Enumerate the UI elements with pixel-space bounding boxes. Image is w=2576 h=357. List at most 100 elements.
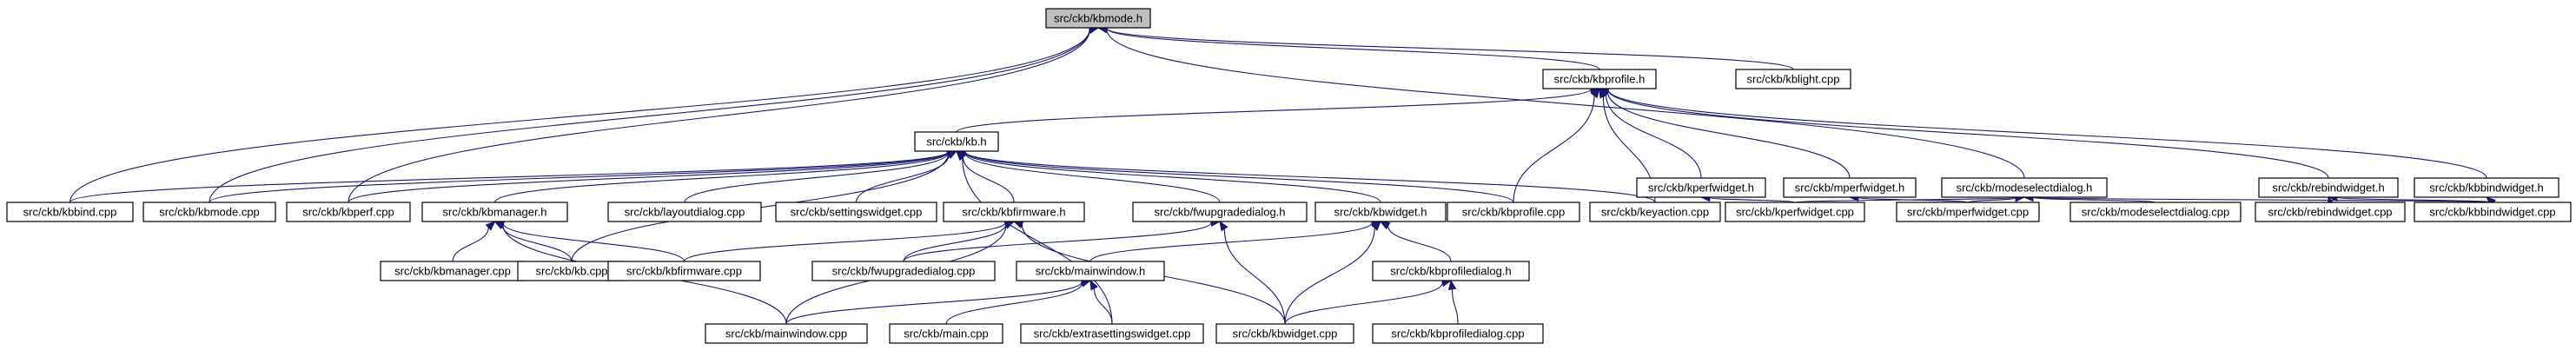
node-kbprofile-h[interactable]: src/ckb/kbprofile.h <box>1542 69 1657 89</box>
node-label: src/ckb/settingswidget.cpp <box>791 206 923 219</box>
node-kbmanager-h[interactable]: src/ckb/kbmanager.h <box>421 202 568 222</box>
node-box <box>1589 202 1721 222</box>
node-box <box>1016 261 1165 281</box>
node-kbmanager-cpp[interactable]: src/ckb/kbmanager.cpp <box>380 261 526 281</box>
node-mperfwidget-h[interactable]: src/ckb/mperfwidget.h <box>1783 177 1917 198</box>
node-box <box>889 323 1003 344</box>
node-kblight-cpp[interactable]: src/ckb/kblight.cpp <box>1735 69 1851 89</box>
node-label: src/ckb/kb.cpp <box>535 265 607 278</box>
node-label: src/ckb/kblight.cpp <box>1747 73 1840 86</box>
edge-kbwidget_h-to-mainwindow_h <box>1089 218 1382 262</box>
node-label: src/ckb/kbperf.cpp <box>302 206 394 219</box>
node-box <box>142 202 276 222</box>
node-box <box>2414 202 2572 222</box>
node-box <box>286 202 411 222</box>
node-label: src/ckb/rebindwidget.h <box>2272 182 2384 195</box>
edge-kb_h-to-kbwidget_h <box>955 148 1381 203</box>
node-label: src/ckb/modeselectdialog.h <box>1957 182 2093 195</box>
node-fwupgradedialog-cpp[interactable]: src/ckb/fwupgradedialog.cpp <box>811 261 996 281</box>
node-box <box>1636 177 1766 198</box>
nodes-layer: src/ckb/kbmode.h src/ckb/kbprofile.h src/c… <box>6 8 2572 344</box>
edge-kbprofile_h-to-kb_h <box>956 84 1601 133</box>
node-label: src/ckb/keyaction.cpp <box>1601 206 1709 219</box>
edges-layer <box>69 23 2497 325</box>
node-label: src/ckb/kbwidget.cpp <box>1233 327 1338 340</box>
node-kbperf-cpp[interactable]: src/ckb/kbperf.cpp <box>286 202 411 222</box>
node-box <box>1896 202 2040 222</box>
node-label: src/ckb/mainwindow.cpp <box>725 327 847 340</box>
edge-mainwindow_h-to-mainwindow_cpp <box>785 277 1092 325</box>
node-extrasettingswidget-cpp[interactable]: src/ckb/extrasettingswidget.cpp <box>1020 323 1204 344</box>
node-mainwindow-h[interactable]: src/ckb/mainwindow.h <box>1016 261 1165 281</box>
node-label: src/ckb/kbprofile.h <box>1554 73 1646 86</box>
node-modeselectdialog-h[interactable]: src/ckb/modeselectdialog.h <box>1941 177 2108 198</box>
edge-kb_h-to-keyaction_cpp <box>955 148 1656 203</box>
node-kbwidget-cpp[interactable]: src/ckb/kbwidget.cpp <box>1215 323 1354 344</box>
node-kbbindwidget-cpp[interactable]: src/ckb/kbbindwidget.cpp <box>2414 202 2572 222</box>
edge-kbprofile_h-to-mperfwidget_h <box>1598 88 1851 179</box>
edge-kbmode_h-to-kbprofile_h <box>1096 24 1600 70</box>
node-box <box>1045 8 1151 29</box>
edge-kb_h-to-extrasettingswidget_cpp <box>956 149 1113 325</box>
node-kbmode-cpp[interactable]: src/ckb/kbmode.cpp <box>142 202 276 222</box>
edge-kb_h-to-kblayoutdialog_cpp <box>684 149 958 203</box>
node-kbmode-h: src/ckb/kbmode.h <box>1045 8 1151 29</box>
node-kbprofiledialog-cpp[interactable]: src/ckb/kbprofiledialog.cpp <box>1372 323 1544 344</box>
node-box <box>1941 177 2108 198</box>
node-kbbindwidget-h[interactable]: src/ckb/kbbindwidget.h <box>2414 177 2559 198</box>
node-modeselectdialog-cpp[interactable]: src/ckb/modeselectdialog.cpp <box>2069 202 2242 222</box>
node-fwupgradedialog-h[interactable]: src/ckb/fwupgradedialog.h <box>1132 202 1308 222</box>
node-box <box>1725 202 1865 222</box>
node-box <box>914 131 999 152</box>
node-kperfwidget-h[interactable]: src/ckb/kperfwidget.h <box>1636 177 1766 198</box>
node-kbprofile-cpp[interactable]: src/ckb/kbprofile.cpp <box>1447 202 1580 222</box>
node-box <box>2069 202 2242 222</box>
edge-kb_h-to-fwupgradedialog_h <box>955 149 1221 203</box>
node-label: src/ckb/fwupgradedialog.cpp <box>832 265 976 278</box>
arrowhead <box>956 149 966 161</box>
node-label: src/ckb/kbmode.h <box>1054 12 1142 25</box>
node-mperfwidget-cpp[interactable]: src/ckb/mperfwidget.cpp <box>1896 202 2040 222</box>
node-box <box>1542 69 1657 89</box>
edge-kbmanager_h-to-kbfirmware_cpp <box>493 219 685 262</box>
edge-kbprofile_h-to-kbbindwidget_h <box>1598 85 2487 179</box>
node-kbprofiledialog-h[interactable]: src/ckb/kbprofiledialog.h <box>1372 261 1530 281</box>
arrowhead <box>1219 220 1228 232</box>
node-rebindwidget-h[interactable]: src/ckb/rebindwidget.h <box>2258 177 2399 198</box>
node-box <box>1215 323 1354 344</box>
edge-kb_h-to-kbprofile_cpp <box>955 148 1514 203</box>
node-kbbind-cpp[interactable]: src/ckb/kbbind.cpp <box>6 202 134 222</box>
node-main-cpp[interactable]: src/ckb/main.cpp <box>889 323 1003 344</box>
node-label: src/ckb/kbfirmware.h <box>962 206 1065 219</box>
node-label: src/ckb/kbprofile.cpp <box>1462 206 1566 219</box>
edge-kbfirmware_h-to-kbfirmware_cpp <box>683 218 1016 262</box>
node-kb-cpp[interactable]: src/ckb/kb.cpp <box>517 261 626 281</box>
edge-kbprofiledialog_h-to-kbwidget_cpp <box>1284 279 1453 325</box>
node-kbwidget-h[interactable]: src/ckb/kbwidget.h <box>1314 202 1447 222</box>
node-kblayoutdialog-cpp[interactable]: src/ckb/layoutdialog.cpp <box>607 202 762 222</box>
node-label: src/ckb/kbbind.cpp <box>23 206 117 219</box>
node-kbfirmware-h[interactable]: src/ckb/kbfirmware.h <box>943 202 1085 222</box>
arrowhead <box>1590 87 1600 99</box>
edge-kbprofiledialog_h-to-kbprofiledialog_cpp <box>1447 279 1459 325</box>
edge-kbmode_h-to-kbbind_cpp <box>69 25 1100 203</box>
node-keyaction-cpp[interactable]: src/ckb/keyaction.cpp <box>1589 202 1721 222</box>
node-box <box>811 261 996 281</box>
arrowhead <box>1379 221 1391 230</box>
node-mainwindow-cpp[interactable]: src/ckb/mainwindow.cpp <box>705 323 868 344</box>
node-label: src/ckb/extrasettingswidget.cpp <box>1034 327 1191 340</box>
arrowhead <box>1599 87 1607 99</box>
node-box <box>1447 202 1580 222</box>
edge-kbwidget_h-to-kbprofiledialog_h <box>1379 221 1452 262</box>
node-kperfwidget-cpp[interactable]: src/ckb/kperfwidget.cpp <box>1725 202 1865 222</box>
node-settingswidget-cpp[interactable]: src/ckb/settingswidget.cpp <box>775 202 937 222</box>
node-label: src/ckb/rebindwidget.cpp <box>2268 206 2392 219</box>
edge-mainwindow_h-to-main_cpp <box>945 279 1092 325</box>
node-rebindwidget-cpp[interactable]: src/ckb/rebindwidget.cpp <box>2255 202 2406 222</box>
node-box <box>607 202 762 222</box>
node-kbfirmware-cpp[interactable]: src/ckb/kbfirmware.cpp <box>607 261 761 281</box>
node-box <box>1372 323 1544 344</box>
node-kb-h[interactable]: src/ckb/kb.h <box>914 131 999 152</box>
edge-kbmode_h-to-modeselectdialog_h <box>1096 25 2025 179</box>
node-box <box>6 202 134 222</box>
